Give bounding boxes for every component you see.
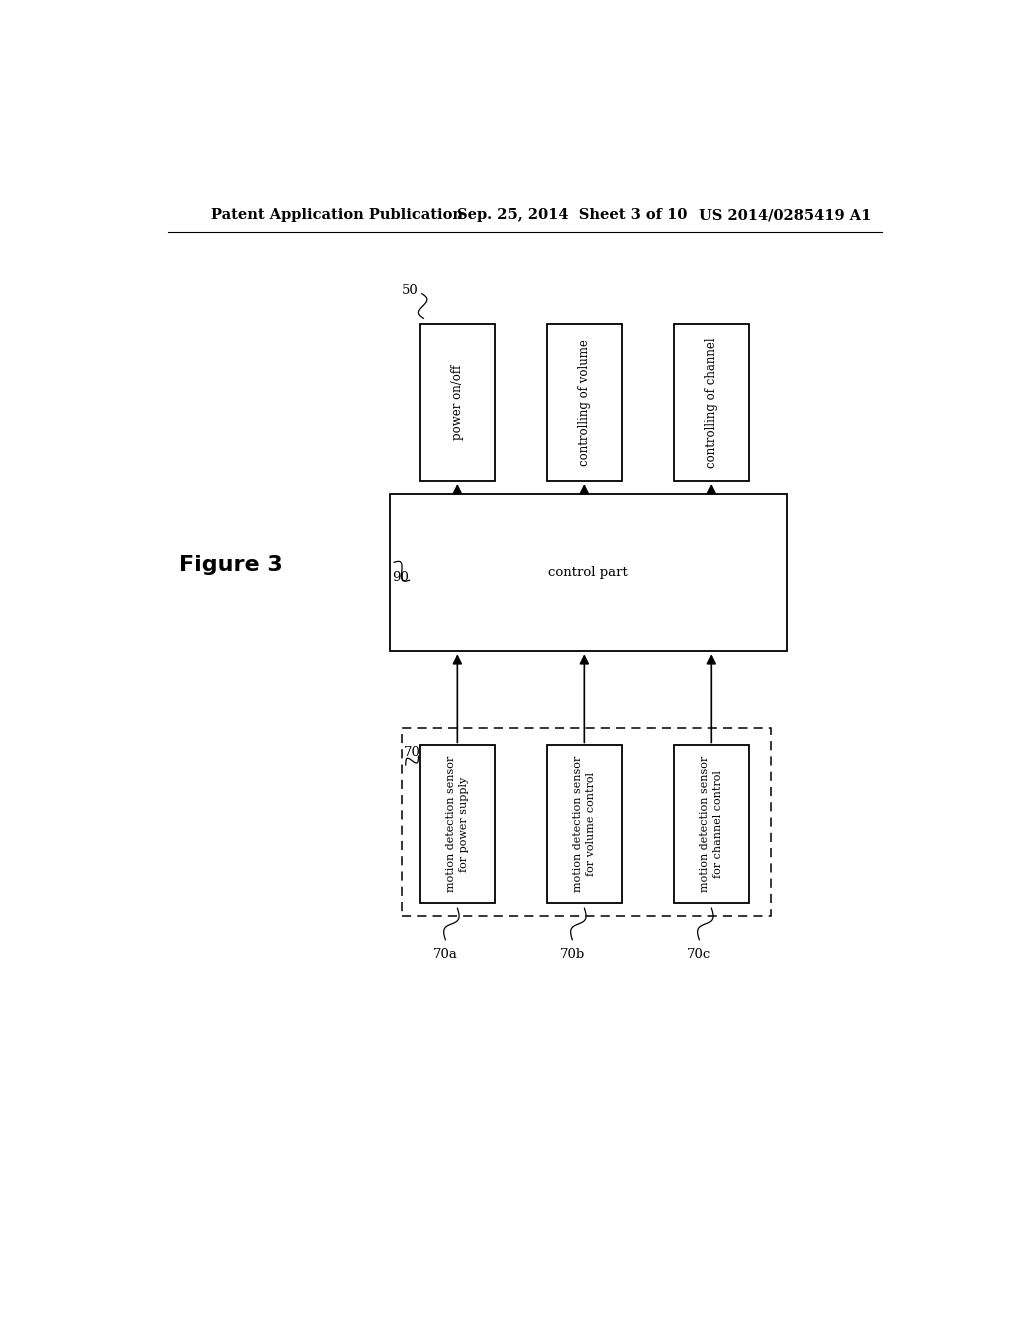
Bar <box>547 323 622 480</box>
Text: motion detection sensor
for power supply: motion detection sensor for power supply <box>445 756 469 892</box>
Bar <box>674 323 749 480</box>
Text: Sep. 25, 2014  Sheet 3 of 10: Sep. 25, 2014 Sheet 3 of 10 <box>458 209 688 222</box>
Text: controlling of volume: controlling of volume <box>578 339 591 466</box>
Text: motion detection sensor
for channel control: motion detection sensor for channel cont… <box>699 756 723 892</box>
Text: 50: 50 <box>401 284 419 297</box>
Text: Patent Application Publication: Patent Application Publication <box>211 209 463 222</box>
Text: 90: 90 <box>392 570 410 583</box>
Bar <box>401 727 771 916</box>
Text: controlling of channel: controlling of channel <box>705 337 718 467</box>
Text: 70c: 70c <box>687 948 712 961</box>
Text: 70: 70 <box>404 747 421 759</box>
Bar <box>420 323 495 480</box>
Text: control part: control part <box>549 566 628 579</box>
Text: 70a: 70a <box>433 948 458 961</box>
Bar <box>390 494 786 651</box>
Text: US 2014/0285419 A1: US 2014/0285419 A1 <box>699 209 871 222</box>
Text: motion detection sensor
for volume control: motion detection sensor for volume contr… <box>572 756 596 892</box>
Text: Figure 3: Figure 3 <box>179 554 283 576</box>
Bar <box>420 746 495 903</box>
Bar <box>674 746 749 903</box>
Text: 70b: 70b <box>560 948 585 961</box>
Bar <box>547 746 622 903</box>
Text: power on/off: power on/off <box>451 364 464 440</box>
